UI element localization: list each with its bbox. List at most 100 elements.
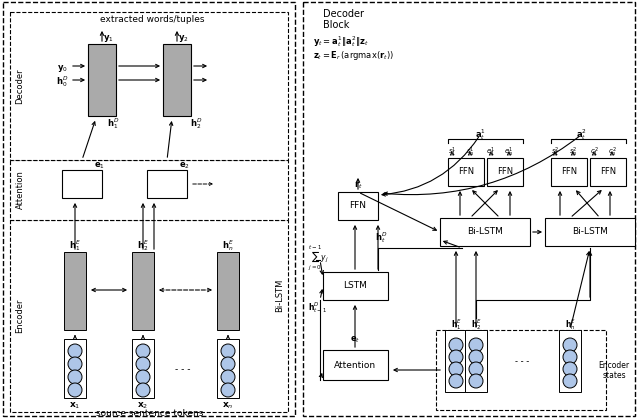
Text: $\mathbf{h}_0^D$: $\mathbf{h}_0^D$ — [56, 74, 68, 89]
Text: FFN: FFN — [497, 168, 513, 176]
Text: Block: Block — [323, 20, 350, 30]
Text: source sentence tokens: source sentence tokens — [96, 408, 204, 418]
Bar — [10, 160, 288, 220]
Bar — [440, 218, 530, 246]
Text: Bi-LSTM: Bi-LSTM — [467, 227, 503, 237]
Circle shape — [68, 344, 82, 358]
Text: $\mathbf{y}_t = \mathbf{a}_t^1 \Vert \mathbf{a}_t^2 \Vert \mathbf{z}_t$: $\mathbf{y}_t = \mathbf{a}_t^1 \Vert \ma… — [313, 35, 369, 49]
Circle shape — [469, 338, 483, 352]
Circle shape — [469, 362, 483, 376]
Circle shape — [449, 338, 463, 352]
Text: $\sum_{j=0}^{t-1} y_j$: $\sum_{j=0}^{t-1} y_j$ — [308, 243, 329, 273]
Bar — [323, 350, 388, 380]
Text: FFN: FFN — [561, 168, 577, 176]
Text: Decoder: Decoder — [15, 68, 24, 104]
Bar — [163, 44, 191, 116]
Bar — [147, 170, 187, 198]
Text: $\mathbf{r}_t$: $\mathbf{r}_t$ — [353, 179, 362, 191]
Circle shape — [563, 362, 577, 376]
Text: $\mathbf{a}_t^2$: $\mathbf{a}_t^2$ — [575, 127, 586, 143]
Bar — [445, 330, 467, 392]
Circle shape — [449, 362, 463, 376]
Text: $s_n^1$: $s_n^1$ — [466, 145, 474, 159]
Text: extracted words/tuples: extracted words/tuples — [100, 15, 204, 25]
Text: states: states — [602, 370, 626, 380]
Text: $\mathbf{h}_2^E$: $\mathbf{h}_2^E$ — [137, 239, 149, 253]
Text: $\mathbf{a}_t^1$: $\mathbf{a}_t^1$ — [475, 127, 486, 143]
Circle shape — [68, 357, 82, 371]
Bar — [132, 339, 154, 398]
Circle shape — [563, 374, 577, 388]
Bar — [64, 339, 86, 398]
Bar — [487, 158, 523, 186]
Bar — [64, 252, 86, 330]
Bar — [132, 252, 154, 330]
Text: $\mathbf{x}_1$: $\mathbf{x}_1$ — [70, 401, 80, 411]
Text: $c_1^2$: $c_1^2$ — [590, 145, 598, 159]
Circle shape — [221, 357, 235, 371]
Text: $s_1^1$: $s_1^1$ — [448, 145, 456, 159]
Bar — [303, 2, 635, 416]
Text: Encoder: Encoder — [15, 299, 24, 333]
Bar — [88, 44, 116, 116]
Bar — [62, 170, 102, 198]
Bar — [590, 158, 626, 186]
Text: Bi-LSTM: Bi-LSTM — [572, 227, 608, 237]
Text: $\mathbf{h}_1^E$: $\mathbf{h}_1^E$ — [69, 239, 81, 253]
Circle shape — [469, 350, 483, 364]
Text: $\mathbf{h}_{t-1}^D$: $\mathbf{h}_{t-1}^D$ — [308, 301, 327, 316]
Circle shape — [136, 383, 150, 397]
Text: $\mathbf{y}_0$: $\mathbf{y}_0$ — [57, 63, 68, 74]
Bar — [465, 330, 487, 392]
Bar — [551, 158, 587, 186]
Text: $\mathbf{h}_2^E$: $\mathbf{h}_2^E$ — [471, 318, 482, 332]
Bar — [545, 218, 635, 246]
Text: $\mathbf{x}_2$: $\mathbf{x}_2$ — [137, 401, 149, 411]
Text: $\mathbf{x}_n$: $\mathbf{x}_n$ — [222, 401, 234, 411]
Circle shape — [136, 344, 150, 358]
Text: $\mathbf{y}_1$: $\mathbf{y}_1$ — [103, 33, 114, 43]
Text: Encoder: Encoder — [598, 360, 630, 370]
Text: $\mathbf{e}_t$: $\mathbf{e}_t$ — [350, 335, 360, 345]
Text: - - -: - - - — [175, 365, 191, 375]
Text: $\mathbf{e}_2$: $\mathbf{e}_2$ — [179, 161, 189, 171]
Circle shape — [469, 374, 483, 388]
Text: LSTM: LSTM — [343, 281, 367, 291]
Text: Attention: Attention — [15, 171, 24, 209]
Text: FFN: FFN — [600, 168, 616, 176]
Text: $\mathbf{h}_t^D$: $\mathbf{h}_t^D$ — [375, 231, 387, 245]
Text: $e_n^1$: $e_n^1$ — [505, 145, 514, 159]
Circle shape — [563, 338, 577, 352]
Circle shape — [449, 374, 463, 388]
Text: FFN: FFN — [350, 201, 366, 211]
Text: $\mathbf{e}_1$: $\mathbf{e}_1$ — [94, 161, 105, 171]
Bar — [323, 272, 388, 300]
Text: Decoder: Decoder — [323, 9, 364, 19]
Circle shape — [449, 350, 463, 364]
Text: $\mathbf{h}_n^E$: $\mathbf{h}_n^E$ — [565, 318, 575, 332]
Bar — [338, 192, 378, 220]
Circle shape — [136, 357, 150, 371]
Text: $\mathbf{z}_t = \mathbf{E}_r\,(\mathrm{argmax}(\mathbf{r}_t))$: $\mathbf{z}_t = \mathbf{E}_r\,(\mathrm{a… — [313, 48, 394, 61]
Circle shape — [563, 350, 577, 364]
Bar — [217, 252, 239, 330]
Bar — [448, 158, 484, 186]
Text: $\mathbf{y}_2$: $\mathbf{y}_2$ — [177, 33, 188, 43]
Circle shape — [221, 370, 235, 384]
Text: $s_n^2$: $s_n^2$ — [568, 145, 577, 159]
Text: FFN: FFN — [458, 168, 474, 176]
Bar — [10, 12, 288, 160]
Bar — [436, 330, 606, 410]
Text: $c_n^2$: $c_n^2$ — [607, 145, 616, 159]
Text: Bi-LSTM: Bi-LSTM — [276, 278, 285, 312]
Circle shape — [68, 370, 82, 384]
Text: $\mathbf{h}_2^D$: $\mathbf{h}_2^D$ — [190, 117, 202, 131]
Circle shape — [68, 383, 82, 397]
Text: Attention: Attention — [334, 360, 376, 370]
Text: $\mathbf{h}_n^E$: $\mathbf{h}_n^E$ — [222, 239, 234, 253]
Bar — [10, 220, 288, 412]
Bar — [559, 330, 581, 392]
Circle shape — [136, 370, 150, 384]
Circle shape — [221, 383, 235, 397]
Text: $\mathbf{h}_1^D$: $\mathbf{h}_1^D$ — [107, 117, 119, 131]
